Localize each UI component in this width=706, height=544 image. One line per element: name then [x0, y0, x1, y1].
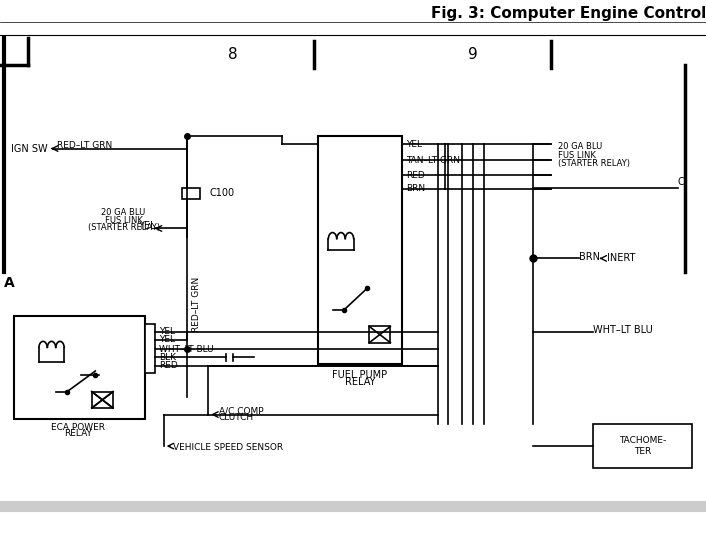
- Text: WHT–LT BLU: WHT–LT BLU: [159, 345, 213, 354]
- Text: FUS LINK: FUS LINK: [558, 151, 596, 159]
- Text: 9: 9: [468, 47, 478, 62]
- Text: FUS LINK: FUS LINK: [104, 216, 143, 225]
- Text: TACHOME-
TER: TACHOME- TER: [619, 436, 666, 456]
- Text: C: C: [678, 177, 685, 187]
- Text: ECA POWER: ECA POWER: [51, 423, 104, 431]
- Bar: [593, 424, 692, 468]
- Bar: [182, 188, 200, 199]
- Text: RELAY: RELAY: [64, 429, 92, 438]
- Text: VEHICLE SPEED SENSOR: VEHICLE SPEED SENSOR: [173, 443, 283, 452]
- Text: BLK: BLK: [159, 353, 176, 362]
- Text: A/C COMP: A/C COMP: [219, 406, 263, 415]
- Text: FUEL PUMP: FUEL PUMP: [333, 370, 388, 380]
- Text: (STARTER RELAY): (STARTER RELAY): [558, 159, 630, 168]
- Text: YEL: YEL: [159, 336, 175, 344]
- Text: RED: RED: [406, 171, 425, 180]
- Bar: [145, 324, 155, 373]
- Text: 20 GA BLU: 20 GA BLU: [558, 143, 602, 151]
- Text: YEL: YEL: [406, 140, 422, 149]
- Text: BRN: BRN: [406, 184, 425, 193]
- Bar: [92, 392, 113, 408]
- Text: RED–LT GRN: RED–LT GRN: [192, 277, 201, 332]
- Bar: [14, 316, 145, 419]
- Text: 20 GA BLU: 20 GA BLU: [102, 208, 145, 217]
- Bar: [318, 136, 402, 364]
- Text: BRN: BRN: [579, 252, 600, 262]
- Text: WHT–LT BLU: WHT–LT BLU: [593, 325, 653, 335]
- Text: Fig. 3: Computer Engine Control: Fig. 3: Computer Engine Control: [431, 6, 706, 21]
- Text: RED: RED: [159, 361, 178, 370]
- Bar: [369, 326, 390, 343]
- Text: RED–LT GRN: RED–LT GRN: [57, 141, 112, 150]
- Text: 8: 8: [228, 47, 238, 62]
- Text: C100: C100: [210, 188, 235, 198]
- Text: CLUTCH: CLUTCH: [219, 413, 254, 422]
- Text: YEL: YEL: [138, 221, 155, 231]
- Text: IGN SW: IGN SW: [11, 144, 48, 153]
- Text: INERT: INERT: [607, 254, 635, 263]
- Text: TAN–LT GRN: TAN–LT GRN: [406, 156, 460, 165]
- Text: YEL: YEL: [159, 327, 175, 336]
- Text: (STARTER RELAY): (STARTER RELAY): [88, 223, 160, 232]
- Text: RELAY: RELAY: [345, 377, 376, 387]
- Text: A: A: [4, 276, 14, 290]
